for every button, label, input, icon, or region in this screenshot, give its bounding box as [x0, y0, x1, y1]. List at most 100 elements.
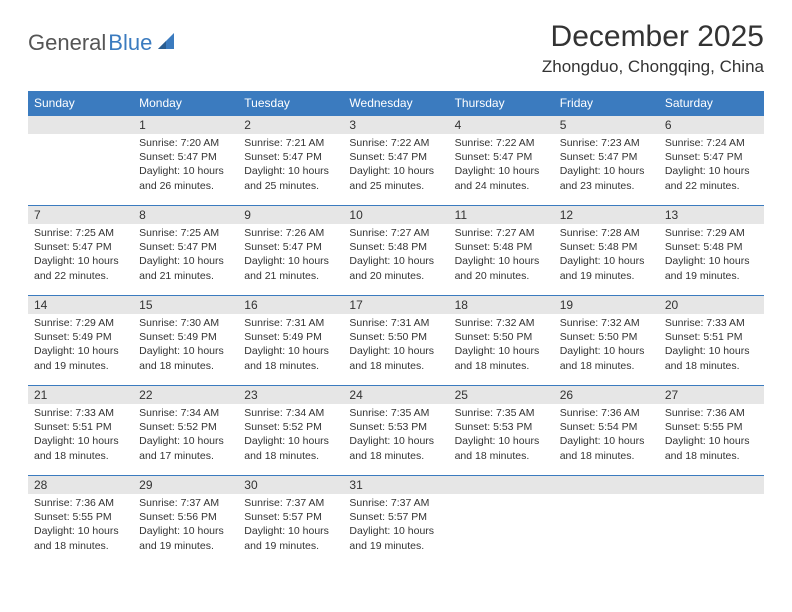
daylight-text: Daylight: 10 hours and 18 minutes. [560, 434, 653, 462]
day-content: Sunrise: 7:20 AMSunset: 5:47 PMDaylight:… [133, 134, 238, 199]
logo: GeneralBlue [28, 30, 180, 56]
sunset-text: Sunset: 5:47 PM [244, 240, 337, 254]
day-cell: 30Sunrise: 7:37 AMSunset: 5:57 PMDayligh… [238, 475, 343, 565]
day-cell: 17Sunrise: 7:31 AMSunset: 5:50 PMDayligh… [343, 295, 448, 385]
day-number: 9 [238, 205, 343, 224]
day-content: Sunrise: 7:29 AMSunset: 5:49 PMDaylight:… [28, 314, 133, 379]
sunrise-text: Sunrise: 7:37 AM [349, 496, 442, 510]
sunrise-text: Sunrise: 7:33 AM [34, 406, 127, 420]
sunset-text: Sunset: 5:47 PM [139, 150, 232, 164]
day-content: Sunrise: 7:27 AMSunset: 5:48 PMDaylight:… [449, 224, 554, 289]
daylight-text: Daylight: 10 hours and 19 minutes. [560, 254, 653, 282]
daylight-text: Daylight: 10 hours and 19 minutes. [665, 254, 758, 282]
day-cell: 24Sunrise: 7:35 AMSunset: 5:53 PMDayligh… [343, 385, 448, 475]
day-number: 18 [449, 295, 554, 314]
sunrise-text: Sunrise: 7:36 AM [34, 496, 127, 510]
sunrise-text: Sunrise: 7:23 AM [560, 136, 653, 150]
sunrise-text: Sunrise: 7:29 AM [665, 226, 758, 240]
calendar-body: 1Sunrise: 7:20 AMSunset: 5:47 PMDaylight… [28, 115, 764, 565]
sunset-text: Sunset: 5:55 PM [665, 420, 758, 434]
sunrise-text: Sunrise: 7:27 AM [349, 226, 442, 240]
day-content: Sunrise: 7:37 AMSunset: 5:56 PMDaylight:… [133, 494, 238, 559]
day-header: Tuesday [238, 91, 343, 115]
day-cell: 29Sunrise: 7:37 AMSunset: 5:56 PMDayligh… [133, 475, 238, 565]
daylight-text: Daylight: 10 hours and 18 minutes. [34, 434, 127, 462]
sunrise-text: Sunrise: 7:35 AM [349, 406, 442, 420]
daylight-text: Daylight: 10 hours and 26 minutes. [139, 164, 232, 192]
daylight-text: Daylight: 10 hours and 18 minutes. [244, 434, 337, 462]
day-cell: 14Sunrise: 7:29 AMSunset: 5:49 PMDayligh… [28, 295, 133, 385]
day-header: Friday [554, 91, 659, 115]
sunset-text: Sunset: 5:47 PM [665, 150, 758, 164]
day-number: 1 [133, 115, 238, 134]
daylight-text: Daylight: 10 hours and 23 minutes. [560, 164, 653, 192]
day-cell: 22Sunrise: 7:34 AMSunset: 5:52 PMDayligh… [133, 385, 238, 475]
day-cell [659, 475, 764, 565]
daylight-text: Daylight: 10 hours and 19 minutes. [349, 524, 442, 552]
day-cell: 21Sunrise: 7:33 AMSunset: 5:51 PMDayligh… [28, 385, 133, 475]
sunset-text: Sunset: 5:48 PM [665, 240, 758, 254]
daylight-text: Daylight: 10 hours and 18 minutes. [349, 434, 442, 462]
daylight-text: Daylight: 10 hours and 25 minutes. [349, 164, 442, 192]
sunrise-text: Sunrise: 7:28 AM [560, 226, 653, 240]
sunset-text: Sunset: 5:48 PM [455, 240, 548, 254]
day-number: 23 [238, 385, 343, 404]
day-cell: 4Sunrise: 7:22 AMSunset: 5:47 PMDaylight… [449, 115, 554, 205]
sunrise-text: Sunrise: 7:25 AM [34, 226, 127, 240]
week-row: 28Sunrise: 7:36 AMSunset: 5:55 PMDayligh… [28, 475, 764, 565]
daylight-text: Daylight: 10 hours and 18 minutes. [455, 344, 548, 372]
sunset-text: Sunset: 5:54 PM [560, 420, 653, 434]
day-content: Sunrise: 7:37 AMSunset: 5:57 PMDaylight:… [343, 494, 448, 559]
daylight-text: Daylight: 10 hours and 21 minutes. [244, 254, 337, 282]
sunrise-text: Sunrise: 7:21 AM [244, 136, 337, 150]
sunset-text: Sunset: 5:48 PM [560, 240, 653, 254]
daylight-text: Daylight: 10 hours and 17 minutes. [139, 434, 232, 462]
day-content: Sunrise: 7:36 AMSunset: 5:55 PMDaylight:… [28, 494, 133, 559]
day-cell: 12Sunrise: 7:28 AMSunset: 5:48 PMDayligh… [554, 205, 659, 295]
sunset-text: Sunset: 5:56 PM [139, 510, 232, 524]
day-cell: 7Sunrise: 7:25 AMSunset: 5:47 PMDaylight… [28, 205, 133, 295]
week-row: 21Sunrise: 7:33 AMSunset: 5:51 PMDayligh… [28, 385, 764, 475]
sunset-text: Sunset: 5:49 PM [34, 330, 127, 344]
day-content: Sunrise: 7:34 AMSunset: 5:52 PMDaylight:… [238, 404, 343, 469]
empty-day-bar [554, 475, 659, 494]
day-number: 7 [28, 205, 133, 224]
sunrise-text: Sunrise: 7:31 AM [244, 316, 337, 330]
sunset-text: Sunset: 5:57 PM [349, 510, 442, 524]
day-cell: 2Sunrise: 7:21 AMSunset: 5:47 PMDaylight… [238, 115, 343, 205]
day-content: Sunrise: 7:29 AMSunset: 5:48 PMDaylight:… [659, 224, 764, 289]
daylight-text: Daylight: 10 hours and 18 minutes. [665, 344, 758, 372]
day-content: Sunrise: 7:27 AMSunset: 5:48 PMDaylight:… [343, 224, 448, 289]
day-content: Sunrise: 7:37 AMSunset: 5:57 PMDaylight:… [238, 494, 343, 559]
sunset-text: Sunset: 5:47 PM [560, 150, 653, 164]
day-cell: 8Sunrise: 7:25 AMSunset: 5:47 PMDaylight… [133, 205, 238, 295]
sunrise-text: Sunrise: 7:36 AM [665, 406, 758, 420]
day-number: 22 [133, 385, 238, 404]
daylight-text: Daylight: 10 hours and 19 minutes. [244, 524, 337, 552]
day-number: 30 [238, 475, 343, 494]
sunset-text: Sunset: 5:47 PM [455, 150, 548, 164]
daylight-text: Daylight: 10 hours and 18 minutes. [560, 344, 653, 372]
day-number: 2 [238, 115, 343, 134]
sunrise-text: Sunrise: 7:26 AM [244, 226, 337, 240]
day-number: 15 [133, 295, 238, 314]
day-number: 26 [554, 385, 659, 404]
day-content: Sunrise: 7:33 AMSunset: 5:51 PMDaylight:… [659, 314, 764, 379]
day-content: Sunrise: 7:31 AMSunset: 5:49 PMDaylight:… [238, 314, 343, 379]
day-cell: 13Sunrise: 7:29 AMSunset: 5:48 PMDayligh… [659, 205, 764, 295]
day-cell: 26Sunrise: 7:36 AMSunset: 5:54 PMDayligh… [554, 385, 659, 475]
day-number: 10 [343, 205, 448, 224]
sunset-text: Sunset: 5:53 PM [349, 420, 442, 434]
day-header: Saturday [659, 91, 764, 115]
daylight-text: Daylight: 10 hours and 20 minutes. [349, 254, 442, 282]
day-cell: 16Sunrise: 7:31 AMSunset: 5:49 PMDayligh… [238, 295, 343, 385]
day-header: Thursday [449, 91, 554, 115]
sunrise-text: Sunrise: 7:35 AM [455, 406, 548, 420]
day-content: Sunrise: 7:22 AMSunset: 5:47 PMDaylight:… [449, 134, 554, 199]
day-cell: 27Sunrise: 7:36 AMSunset: 5:55 PMDayligh… [659, 385, 764, 475]
sunset-text: Sunset: 5:47 PM [349, 150, 442, 164]
day-number: 20 [659, 295, 764, 314]
day-cell: 9 Sunrise: 7:26 AMSunset: 5:47 PMDaylight… [238, 205, 343, 295]
sunset-text: Sunset: 5:48 PM [349, 240, 442, 254]
sunrise-text: Sunrise: 7:34 AM [244, 406, 337, 420]
